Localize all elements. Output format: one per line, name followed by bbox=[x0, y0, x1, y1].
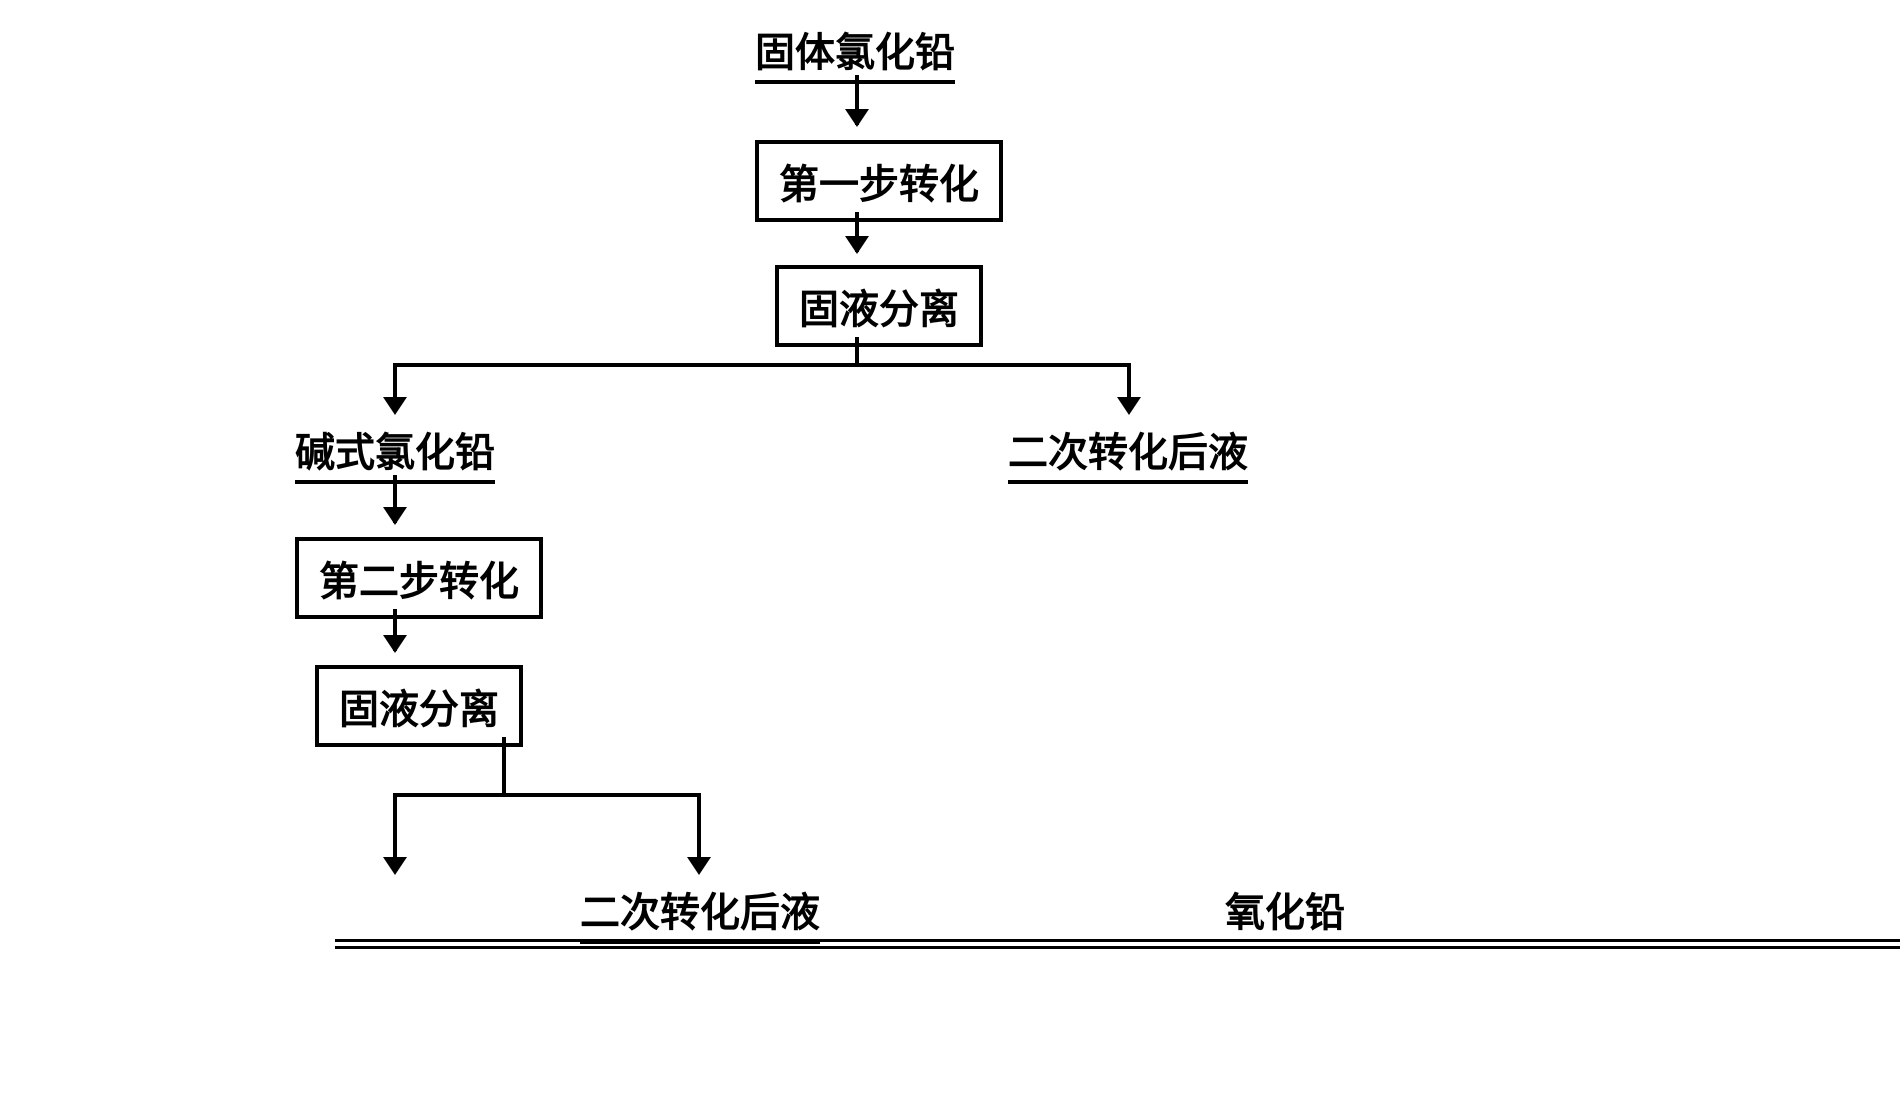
arrowhead-split2-left bbox=[383, 857, 407, 875]
node-liquid2: 二次转化后液 bbox=[580, 880, 820, 944]
line-split1-h bbox=[393, 363, 1131, 367]
line-split2-right bbox=[697, 793, 701, 859]
line-split2-h bbox=[393, 793, 701, 797]
arrow-start-step1 bbox=[855, 75, 859, 125]
node-sep2: 固液分离 bbox=[315, 665, 523, 747]
node-lead-oxide: 氧化铅 bbox=[335, 880, 1900, 946]
arrow-step1-sep1 bbox=[855, 212, 859, 252]
node-sep2-label: 固液分离 bbox=[339, 687, 499, 732]
arrowhead-split1-left bbox=[383, 397, 407, 415]
flowchart-container: 固体氯化铅 第一步转化 固液分离 碱式氯化铅 二次转化后液 第二步转化 固液分离 bbox=[0, 0, 1900, 1110]
arrow-basic-step2 bbox=[393, 475, 397, 523]
node-step1-label: 第一步转化 bbox=[779, 162, 979, 207]
node-step1: 第一步转化 bbox=[755, 140, 1003, 222]
node-basic-lead-label: 碱式氯化铅 bbox=[295, 430, 495, 475]
line-sep2-down bbox=[502, 737, 506, 797]
arrowhead-split2-right bbox=[687, 857, 711, 875]
line-split2-left bbox=[393, 793, 397, 859]
node-lead-oxide-label: 氧化铅 bbox=[1225, 890, 1345, 935]
node-sep1: 固液分离 bbox=[775, 265, 983, 347]
node-liquid1: 二次转化后液 bbox=[1008, 420, 1248, 484]
line-split1-left bbox=[393, 363, 397, 399]
arrowhead-split1-right bbox=[1117, 397, 1141, 415]
node-step2-label: 第二步转化 bbox=[319, 559, 519, 604]
node-start-label: 固体氯化铅 bbox=[755, 30, 955, 75]
node-step2: 第二步转化 bbox=[295, 537, 543, 619]
node-sep1-label: 固液分离 bbox=[799, 287, 959, 332]
node-liquid2-label: 二次转化后液 bbox=[580, 890, 820, 935]
line-split1-right bbox=[1127, 363, 1131, 399]
node-liquid1-label: 二次转化后液 bbox=[1008, 430, 1248, 475]
arrow-step2-sep2 bbox=[393, 609, 397, 651]
